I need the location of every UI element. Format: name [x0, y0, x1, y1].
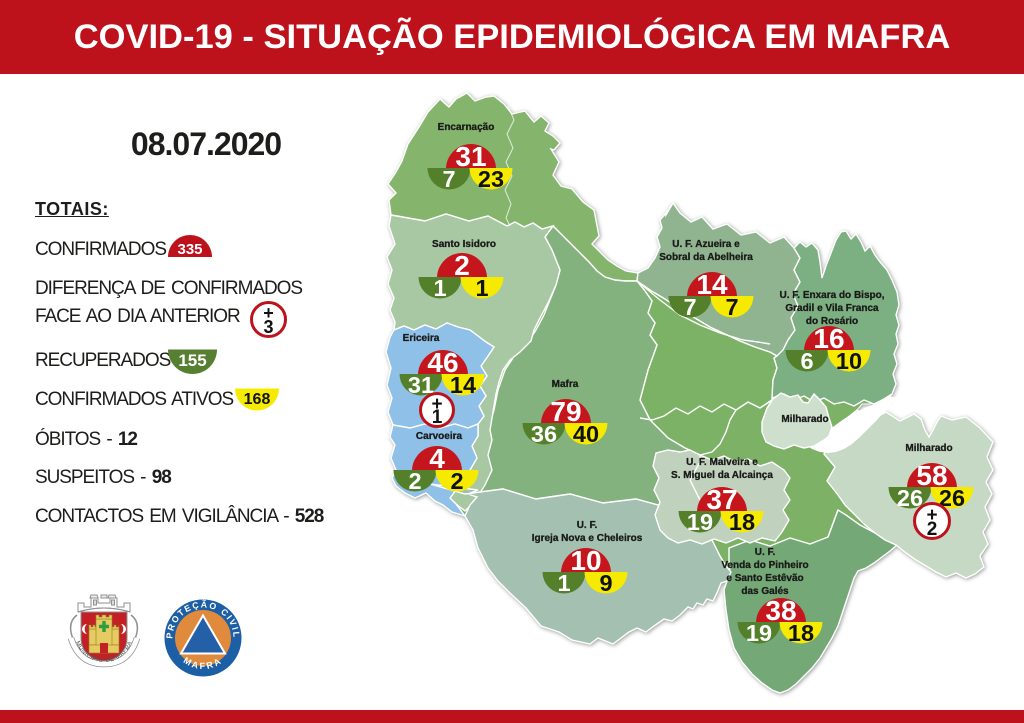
- svg-text:1: 1: [433, 275, 446, 300]
- svg-text:6: 6: [800, 348, 813, 373]
- svg-text:2: 2: [454, 252, 470, 281]
- svg-text:16: 16: [813, 325, 844, 354]
- svg-text:19: 19: [687, 509, 713, 534]
- svg-text:40: 40: [573, 421, 599, 446]
- svg-text:14: 14: [450, 372, 476, 397]
- svg-text:14: 14: [696, 271, 728, 300]
- svg-text:58: 58: [916, 462, 947, 491]
- svg-text:10: 10: [836, 348, 862, 373]
- svg-text:1: 1: [475, 275, 488, 300]
- svg-text:23: 23: [477, 166, 503, 191]
- svg-text:46: 46: [427, 349, 458, 378]
- svg-text:38: 38: [765, 597, 796, 626]
- svg-text:1: 1: [557, 570, 570, 595]
- svg-text:19: 19: [746, 620, 772, 645]
- svg-text:79: 79: [550, 398, 581, 427]
- svg-text:7: 7: [683, 294, 696, 319]
- svg-text:37: 37: [706, 486, 737, 515]
- svg-text:155: 155: [178, 351, 206, 370]
- svg-text:2: 2: [408, 468, 421, 493]
- svg-text:335: 335: [177, 241, 202, 258]
- svg-text:18: 18: [729, 509, 755, 534]
- svg-text:18: 18: [788, 620, 814, 645]
- svg-text:7: 7: [725, 294, 738, 319]
- svg-text:9: 9: [599, 570, 612, 595]
- svg-text:7: 7: [442, 166, 455, 191]
- svg-text:2: 2: [450, 468, 463, 493]
- svg-text:31: 31: [455, 143, 486, 172]
- svg-text:10: 10: [570, 547, 601, 576]
- svg-text:36: 36: [531, 421, 557, 446]
- svg-text:4: 4: [429, 445, 445, 474]
- svg-text:168: 168: [244, 391, 271, 408]
